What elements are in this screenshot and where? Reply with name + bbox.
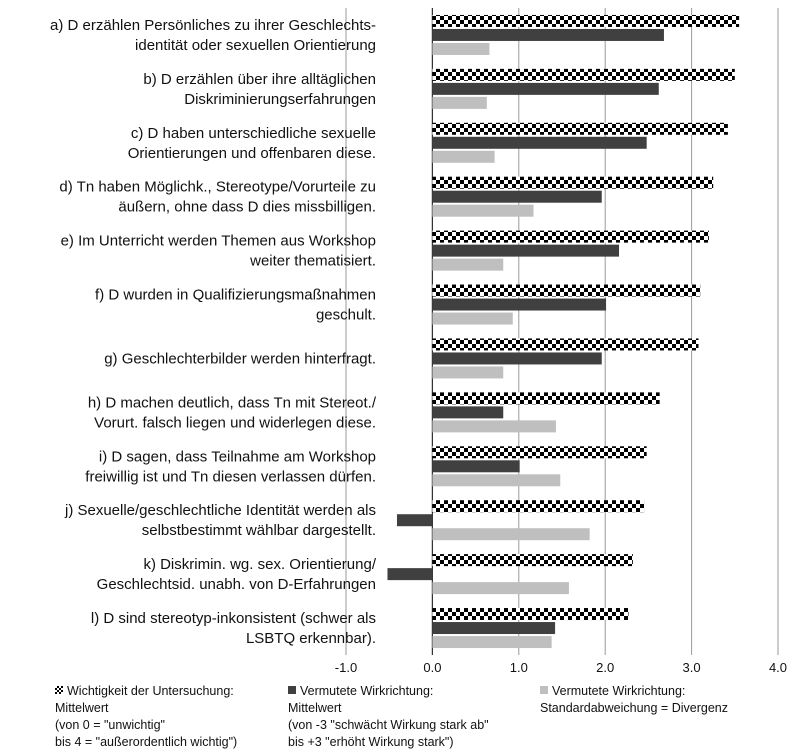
bar-effect-mean xyxy=(387,568,433,581)
bar-effect-stddev xyxy=(432,96,487,109)
category-label: d) Tn haben Möglichk., Stereotype/Vorurt… xyxy=(59,179,376,196)
bar-effect-mean xyxy=(432,298,607,311)
category-label: Orientierungen und offenbaren diese. xyxy=(128,145,376,162)
bar-importance xyxy=(432,392,660,405)
legend-text: bis +3 "erhöht Wirkung stark") xyxy=(288,735,454,749)
bar-effect-mean xyxy=(432,244,620,257)
bar-importance xyxy=(432,230,709,243)
category-label: b) D erzählen über ihre alltäglichen xyxy=(143,71,376,88)
bar-effect-stddev xyxy=(432,636,552,649)
bar-importance xyxy=(432,608,629,621)
x-tick-labels: -1.0 0.0 1.0 2.0 3.0 4.0 xyxy=(335,660,787,675)
x-tick-label: -1.0 xyxy=(335,660,357,675)
bar-effect-stddev xyxy=(432,204,534,217)
legend-item-stddev: Vermutete Wirkrichtung: Standardabweichu… xyxy=(540,683,728,717)
bar-effect-mean xyxy=(432,82,659,95)
legend-text: Mittelwert xyxy=(288,701,342,715)
category-label: f) D wurden in Qualifizierungsmaßnahmen xyxy=(95,287,376,304)
bar-effect-stddev xyxy=(432,528,590,541)
legend-text: Mittelwert xyxy=(55,701,109,715)
bar-effect-mean xyxy=(432,136,647,149)
category-label: i) D sagen, dass Teilnahme am Workshop xyxy=(99,448,376,465)
bar-importance xyxy=(432,68,735,81)
category-label: h) D machen deutlich, dass Tn mit Stereo… xyxy=(88,394,377,411)
bar-effect-stddev xyxy=(432,582,569,595)
x-tick-label: 2.0 xyxy=(596,660,614,675)
bar-importance xyxy=(432,446,647,459)
legend-swatch-light xyxy=(540,686,548,694)
category-label: selbstbestimmt wählbar dargestellt. xyxy=(142,522,376,539)
gridlines xyxy=(345,8,779,655)
bar-effect-mean xyxy=(396,514,433,527)
bar-effect-stddev xyxy=(432,150,495,163)
category-label: a) D erzählen Persönliches zu ihrer Gesc… xyxy=(50,17,376,34)
legend-swatch-dark xyxy=(288,686,296,694)
x-tick-label: 3.0 xyxy=(683,660,701,675)
legend-text: Standardabweichung = Divergenz xyxy=(540,701,728,715)
category-label: Geschlechtsid. unabh. von D-Erfahrungen xyxy=(97,576,376,593)
category-label: freiwillig ist und Tn diesen verlassen d… xyxy=(85,468,376,485)
category-label: Vorurt. falsch liegen und widerlegen die… xyxy=(94,414,376,431)
bars xyxy=(387,14,740,649)
legend-item-importance: Wichtigkeit der Untersuchung: Mittelwert… xyxy=(55,683,237,751)
category-label: l) D sind stereotyp-inkonsistent (schwer… xyxy=(91,610,376,627)
bar-importance xyxy=(432,500,645,513)
category-labels: a) D erzählen Persönliches zu ihrer Gesc… xyxy=(50,17,377,647)
legend-text: bis 4 = "außerordentlich wichtig") xyxy=(55,735,238,749)
category-label: identität oder sexuellen Orientierung xyxy=(135,37,376,54)
legend-item-mean: Vermutete Wirkrichtung: Mittelwert (von … xyxy=(288,683,489,751)
bar-effect-mean xyxy=(432,460,520,473)
category-label: g) Geschlechterbilder werden hinterfragt… xyxy=(104,350,376,367)
category-label: äußern, ohne dass D dies missbilligen. xyxy=(118,199,376,216)
bar-effect-stddev xyxy=(432,42,490,55)
bar-effect-mean xyxy=(432,190,602,203)
bar-effect-stddev xyxy=(432,366,504,379)
bar-importance xyxy=(432,176,714,189)
legend-swatch-checker xyxy=(55,686,63,694)
bar-chart: a) D erzählen Persönliches zu ihrer Gesc… xyxy=(50,8,787,675)
category-label: e) Im Unterricht werden Themen aus Works… xyxy=(61,233,376,250)
category-label: Diskriminierungserfahrungen xyxy=(184,91,376,108)
bar-effect-mean xyxy=(432,406,504,419)
x-tick-label: 4.0 xyxy=(769,660,787,675)
category-label: geschult. xyxy=(316,307,376,324)
category-label: LSBTQ erkennbar). xyxy=(246,630,376,647)
bar-effect-mean xyxy=(432,622,556,635)
x-tick-label: 0.0 xyxy=(423,660,441,675)
bar-importance xyxy=(432,338,699,351)
bar-effect-stddev xyxy=(432,474,561,487)
bar-importance xyxy=(432,122,728,135)
category-label: k) Diskrimin. wg. sex. Orientierung/ xyxy=(143,556,376,573)
legend-text: (von -3 "schwächt Wirkung stark ab" xyxy=(288,718,489,732)
legend-text: (von 0 = "unwichtig" xyxy=(55,718,165,732)
legend-text: Vermutete Wirkrichtung: xyxy=(552,684,686,698)
category-label: weiter thematisiert. xyxy=(249,253,376,270)
legend-text: Vermutete Wirkrichtung: xyxy=(300,684,434,698)
bar-importance xyxy=(432,554,633,567)
bar-effect-stddev xyxy=(432,312,513,325)
bar-importance xyxy=(432,14,740,27)
x-tick-label: 1.0 xyxy=(510,660,528,675)
bar-effect-mean xyxy=(432,28,664,41)
legend-text: Wichtigkeit der Untersuchung: xyxy=(67,684,234,698)
category-label: j) Sexuelle/geschlechtliche Identität we… xyxy=(64,502,376,519)
bar-effect-stddev xyxy=(432,420,556,433)
bar-effect-mean xyxy=(432,352,602,365)
bar-effect-stddev xyxy=(432,258,504,271)
category-label: c) D haben unterschiedliche sexuelle xyxy=(131,125,376,142)
bar-importance xyxy=(432,284,701,297)
